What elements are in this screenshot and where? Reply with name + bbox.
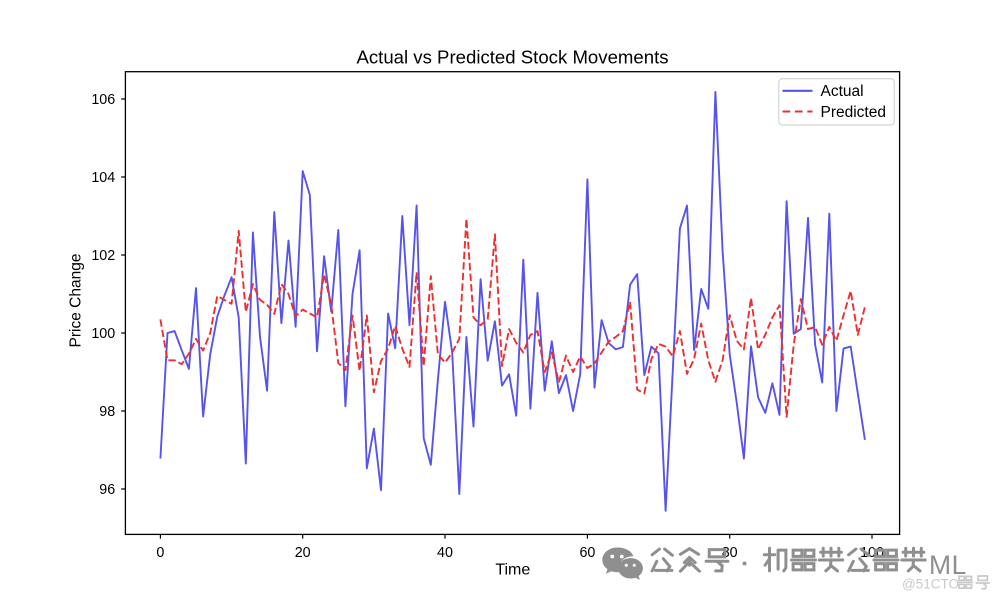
svg-text:102: 102 bbox=[91, 248, 115, 264]
svg-text:@51CTO: @51CTO bbox=[902, 577, 959, 592]
svg-text:Time: Time bbox=[495, 562, 530, 579]
svg-text:106: 106 bbox=[91, 92, 115, 108]
svg-text:96: 96 bbox=[99, 482, 115, 498]
svg-text:104: 104 bbox=[91, 170, 115, 186]
svg-text:Price Change: Price Change bbox=[68, 254, 85, 348]
svg-text:20: 20 bbox=[295, 545, 311, 561]
svg-text:Actual: Actual bbox=[821, 83, 864, 100]
svg-text:Predicted: Predicted bbox=[821, 104, 886, 121]
svg-text:100: 100 bbox=[91, 326, 115, 342]
svg-text:ML: ML bbox=[929, 550, 967, 580]
svg-text:40: 40 bbox=[437, 545, 453, 561]
svg-text:Actual vs Predicted Stock Move: Actual vs Predicted Stock Movements bbox=[356, 47, 668, 68]
svg-text:98: 98 bbox=[99, 404, 115, 420]
svg-text:0: 0 bbox=[156, 545, 164, 561]
svg-text:60: 60 bbox=[579, 545, 595, 561]
